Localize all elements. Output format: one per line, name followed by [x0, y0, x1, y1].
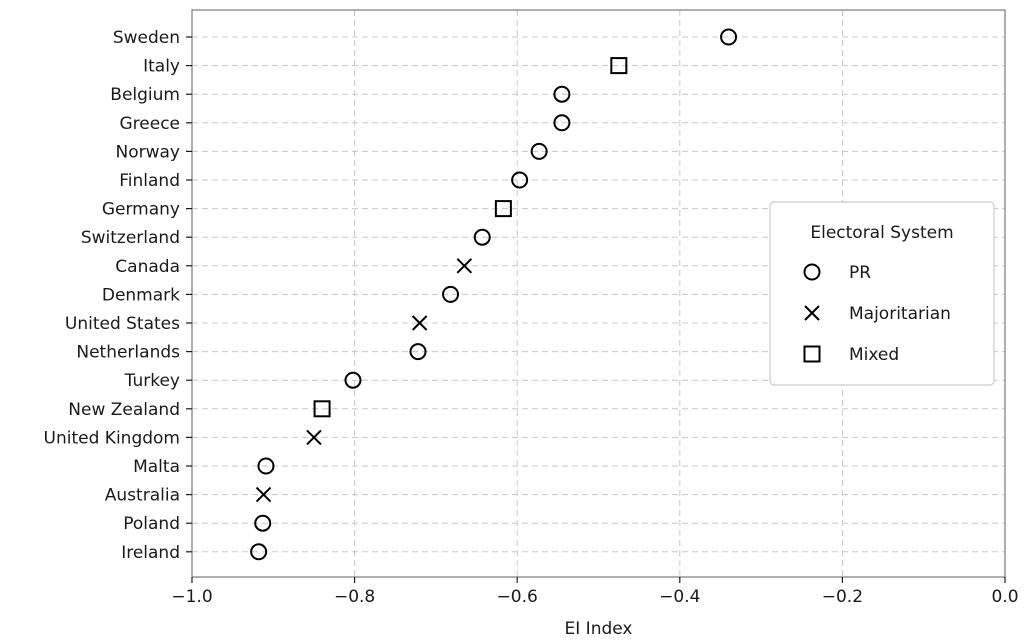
y-tick-label: Poland — [123, 514, 180, 534]
y-tick-label: Germany — [102, 200, 180, 220]
data-point-united-states — [411, 315, 428, 331]
data-point-canada — [456, 258, 473, 274]
y-tick-label: New Zealand — [68, 400, 180, 420]
legend-marker-pr — [803, 263, 821, 281]
legend-marker-mixed — [803, 345, 821, 363]
data-points — [250, 28, 738, 561]
x-tick-label: −0.6 — [497, 587, 538, 607]
x-tick-label: −0.2 — [822, 587, 863, 607]
y-tick-label: Canada — [115, 257, 180, 277]
legend-title: Electoral System — [810, 223, 953, 243]
plot-frame — [191, 9, 1006, 578]
data-point-malta — [257, 457, 275, 475]
data-point-denmark — [442, 285, 460, 303]
legend-entries: PR Majoritarian Mixed — [803, 263, 951, 365]
legend-marker-majoritarian — [804, 305, 820, 321]
x-tick-label: −0.4 — [659, 587, 700, 607]
x-axis: −1.0 −0.8 −0.6 −0.4 −0.2 0.0 — [171, 577, 1019, 607]
y-tick-label: Netherlands — [76, 343, 180, 363]
y-tick-label: Malta — [133, 457, 180, 477]
y-tick-label: Greece — [119, 114, 180, 134]
data-point-united-kingdom — [306, 429, 322, 446]
data-point-poland — [254, 514, 272, 532]
data-point-belgium — [553, 85, 571, 103]
data-point-netherlands — [409, 343, 427, 361]
legend-box — [769, 201, 995, 386]
y-tick-label: Norway — [116, 142, 181, 162]
y-tick-label: Ireland — [121, 543, 180, 563]
x-tick-label: 0.0 — [991, 587, 1018, 607]
y-tick-label: Sweden — [113, 28, 180, 48]
data-point-italy — [610, 57, 628, 75]
y-tick-label: Australia — [105, 486, 180, 506]
y-tick-label: Finland — [119, 171, 180, 191]
x-tick-label: −0.8 — [334, 587, 375, 607]
y-tick-label: Turkey — [124, 371, 180, 391]
data-point-finland — [511, 171, 529, 189]
data-point-germany — [494, 200, 512, 218]
y-tick-label: United States — [65, 314, 180, 334]
x-tick-label: −1.0 — [171, 587, 212, 607]
legend-label-majoritarian: Majoritarian — [849, 304, 951, 324]
legend: Electoral System PR Majoritarian Mixed — [769, 201, 995, 386]
data-point-australia — [255, 486, 272, 503]
y-tick-label: Belgium — [110, 85, 180, 105]
data-point-greece — [553, 114, 571, 132]
data-point-ireland — [250, 543, 268, 561]
legend-label-pr: PR — [849, 263, 871, 283]
y-tick-label: Switzerland — [81, 228, 180, 248]
data-point-norway — [530, 142, 548, 160]
y-tick-label: United Kingdom — [44, 428, 180, 448]
data-point-switzerland — [473, 228, 491, 246]
legend-label-mixed: Mixed — [849, 345, 899, 365]
data-point-turkey — [344, 371, 362, 389]
y-tick-label: Denmark — [102, 285, 180, 305]
y-axis: Sweden Italy Belgium Greece Norway Finland Ger… — [44, 28, 192, 563]
x-axis-title: EI Index — [565, 619, 633, 639]
y-tick-label: Italy — [143, 57, 180, 77]
data-point-new-zealand — [313, 400, 331, 418]
data-point-sweden — [720, 28, 738, 46]
